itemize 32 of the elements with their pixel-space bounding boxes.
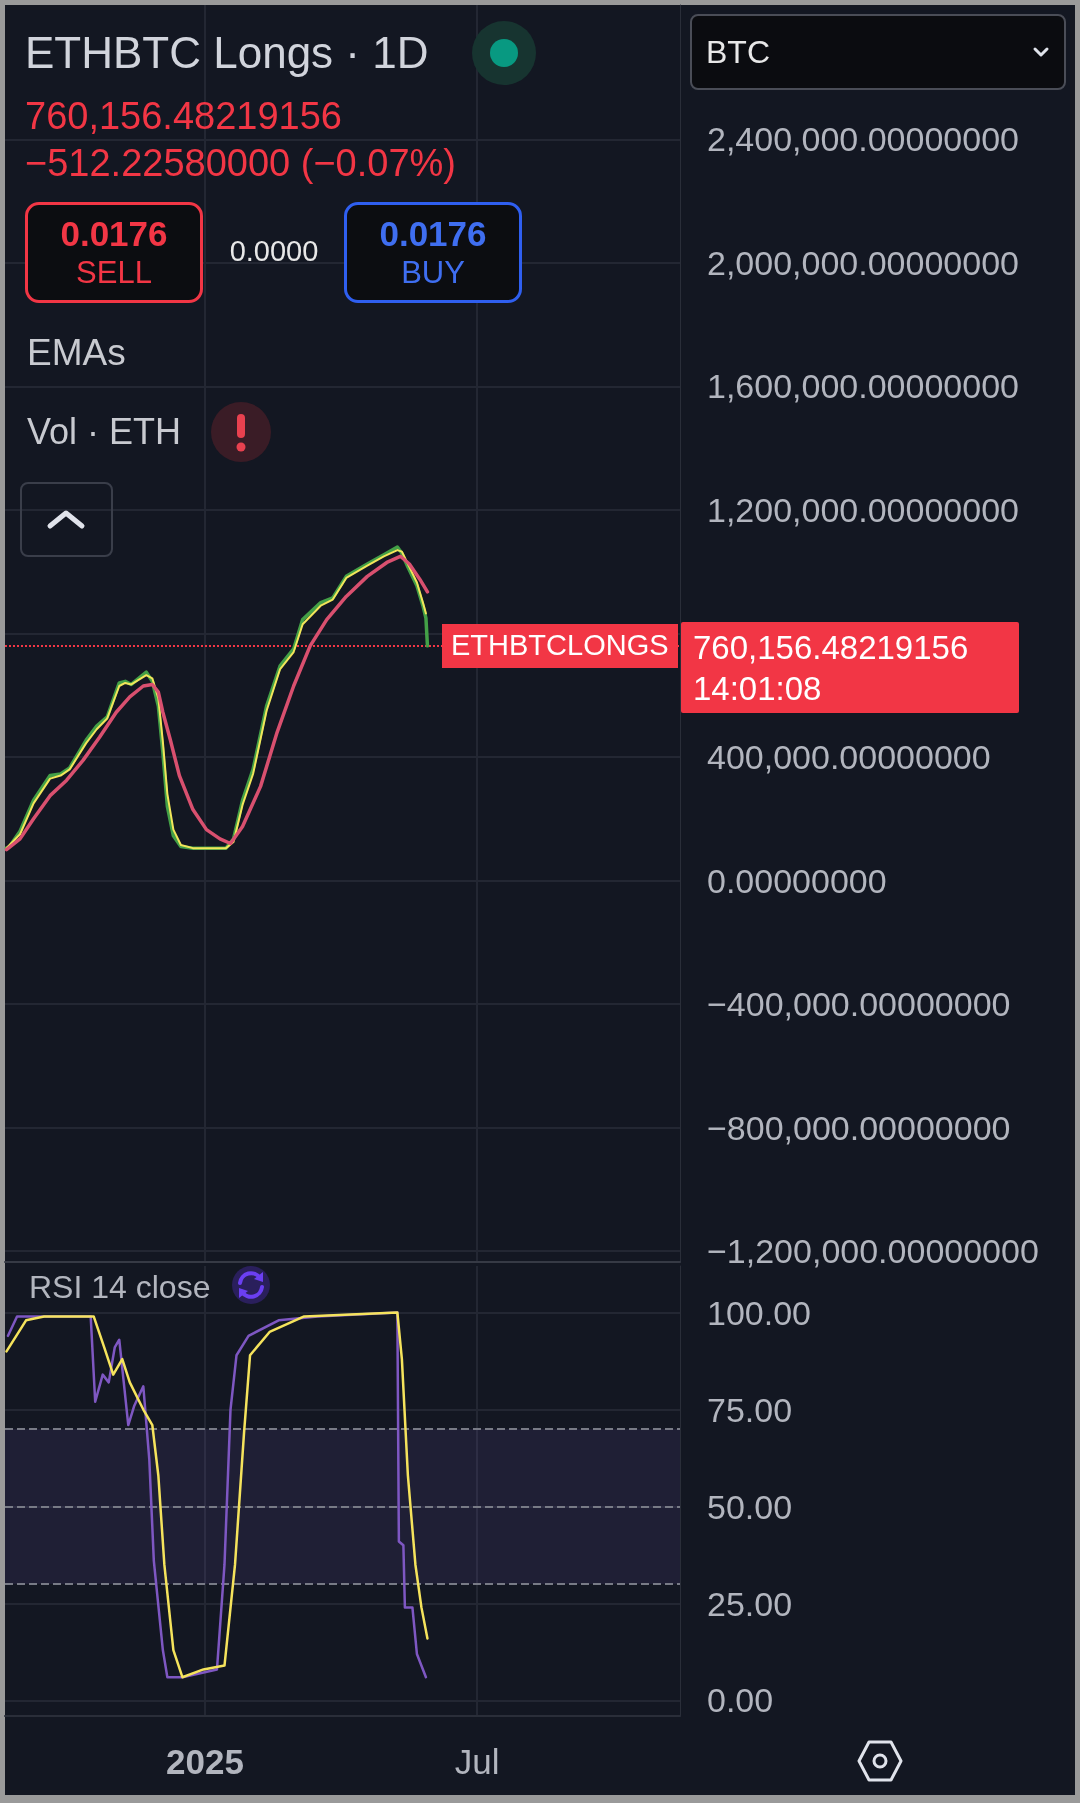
annotation: Vol · ETH <box>27 411 182 453</box>
y-tick-label: −400,000.00000000 <box>707 985 1011 1024</box>
y-tick-label: 25.00 <box>707 1584 793 1623</box>
y-tick-label: 2,000,000.00000000 <box>707 243 1019 282</box>
y-tick-label: 0.00000000 <box>707 861 887 900</box>
annotation: 0.0176 <box>60 214 168 254</box>
annotation: −512.22580000 (−0.07%) <box>25 142 457 186</box>
y-tick-label: 1,600,000.00000000 <box>707 367 1019 406</box>
text: ETHBTC Longs · 1D <box>25 28 429 79</box>
y-tick-label: 50.00 <box>707 1487 793 1526</box>
y-tick-label: 0.00 <box>707 1681 774 1720</box>
currency-dropdown: BTC <box>690 14 1066 90</box>
text: 760,156.48219156 <box>25 95 342 139</box>
annotation: 0.0176 <box>379 214 487 254</box>
annotation: BUY <box>401 254 465 290</box>
y-tick-label: 1,200,000.00000000 <box>707 490 1019 529</box>
y-tick-label: 100.00 <box>707 1293 811 1332</box>
symbol-tag: ETHBTCLONGS <box>442 623 678 668</box>
y-tick-label: 400,000.00000000 <box>707 738 991 777</box>
sell-button: 0.0176 SELL <box>25 202 203 303</box>
annotation: SELL <box>76 254 152 290</box>
x-tick-label: 2025 <box>166 1742 244 1781</box>
x-tick-label: Jul <box>454 1742 500 1781</box>
chart-title: RSI 14 close <box>29 1269 211 1306</box>
y-tick-label: −1,200,000.00000000 <box>707 1232 1039 1271</box>
y-tick-label: 75.00 <box>707 1390 793 1429</box>
y-tick-label: 2,400,000.00000000 <box>707 120 1019 159</box>
buy-button: 0.0176 BUY <box>344 202 522 303</box>
annotation: EMAs <box>27 332 126 375</box>
annotation: 0.0000 <box>228 235 320 269</box>
y-tick-label: −800,000.00000000 <box>707 1108 1011 1147</box>
price-tag: 760,156.48219156 14:01:08 <box>681 621 1019 713</box>
